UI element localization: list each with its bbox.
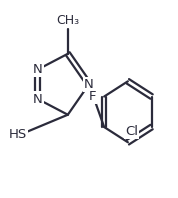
Text: Cl: Cl [125,125,138,138]
Text: F: F [89,90,96,103]
Text: N: N [33,92,43,106]
Text: CH₃: CH₃ [56,14,79,27]
Text: HS: HS [8,128,27,141]
Text: N: N [84,78,94,91]
Text: N: N [33,63,43,76]
